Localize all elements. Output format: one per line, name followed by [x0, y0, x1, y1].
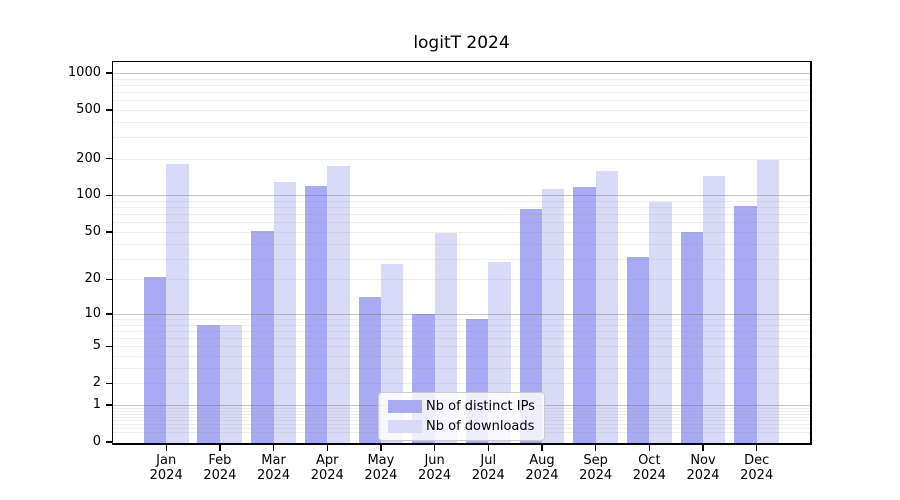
x-tick-mark	[380, 444, 382, 451]
legend-entry-distinct-ips: Nb of distinct IPs	[388, 399, 535, 414]
x-tick-label: Apr 2024	[310, 453, 344, 483]
chart-title: logitT 2024	[413, 33, 510, 53]
x-tick-label: Sep 2024	[579, 453, 613, 483]
bar-distinct-ips	[680, 231, 703, 443]
y-tick-mark	[106, 72, 113, 74]
y-tick-label: 50	[84, 223, 101, 239]
axis-spine-left	[111, 60, 113, 445]
x-tick-mark	[755, 444, 758, 451]
y-tick-mark	[106, 441, 113, 443]
x-tick-label: Mar 2024	[257, 453, 291, 483]
bar-distinct-ips	[251, 230, 274, 443]
y-tick-mark	[106, 194, 113, 197]
bar-downloads	[219, 324, 243, 443]
y-tick-label: 2	[92, 375, 101, 391]
x-tick-mark	[272, 444, 275, 451]
y-tick-mark	[106, 382, 113, 384]
y-tick-label: 500	[76, 101, 101, 117]
x-tick-mark	[594, 444, 597, 451]
bar-downloads	[434, 233, 457, 443]
y-tick-label: 10	[84, 305, 101, 321]
y-tick-label: 20	[84, 271, 101, 287]
bar-distinct-ips	[626, 256, 650, 443]
y-tick-label: 100	[76, 187, 101, 203]
y-tick-label: 200	[76, 150, 101, 166]
legend-swatch-downloads	[388, 420, 422, 433]
y-tick-mark	[106, 278, 113, 281]
y-tick-mark	[106, 231, 113, 233]
bar-downloads	[703, 175, 726, 443]
y-tick-label: 5	[92, 338, 101, 354]
legend-swatch-distinct-ips	[388, 400, 422, 413]
bar-downloads	[166, 164, 189, 443]
legend-label-downloads: Nb of downloads	[426, 419, 535, 434]
x-tick-label: May 2024	[364, 453, 398, 483]
bar-downloads	[327, 165, 350, 443]
y-tick-mark	[106, 313, 113, 315]
bar-distinct-ips	[519, 209, 542, 443]
bar-downloads	[649, 202, 672, 443]
bar-distinct-ips	[143, 276, 167, 443]
bar-downloads	[541, 189, 565, 443]
bar-downloads	[595, 170, 619, 443]
bar-distinct-ips	[197, 324, 220, 443]
bar-distinct-ips	[358, 297, 381, 443]
x-tick-label: Dec 2024	[740, 453, 774, 483]
y-tick-mark	[106, 109, 113, 111]
bar-distinct-ips	[734, 205, 757, 443]
bar-downloads	[273, 181, 296, 443]
x-tick-mark	[219, 444, 221, 451]
y-tick-label: 1	[92, 396, 101, 412]
x-tick-mark	[702, 444, 704, 451]
y-tick-label: 1000	[67, 64, 101, 80]
legend-label-distinct-ips: Nb of distinct IPs	[426, 399, 535, 414]
axis-spine-right	[810, 60, 812, 445]
x-tick-label: Nov 2024	[686, 453, 720, 483]
x-tick-mark	[541, 444, 543, 451]
bar-distinct-ips	[573, 186, 596, 443]
y-tick-mark	[106, 158, 113, 160]
bar-distinct-ips	[304, 185, 328, 443]
x-tick-label: Jun 2024	[418, 453, 452, 483]
x-tick-label: Aug 2024	[525, 453, 559, 483]
x-tick-label: Feb 2024	[203, 453, 237, 483]
x-tick-label: Jan 2024	[149, 453, 183, 483]
x-tick-mark	[165, 444, 167, 451]
x-tick-label: Jul 2024	[471, 453, 505, 483]
x-tick-mark	[487, 444, 489, 451]
bars-layer	[113, 62, 810, 443]
axis-spine-bottom	[111, 443, 812, 445]
axis-spine-top	[111, 60, 812, 62]
bar-downloads	[756, 160, 780, 443]
x-tick-mark	[648, 444, 650, 451]
y-tick-mark	[106, 404, 113, 406]
legend: Nb of distinct IPs Nb of downloads	[378, 392, 545, 441]
x-tick-mark	[433, 444, 436, 451]
legend-entry-downloads: Nb of downloads	[388, 419, 535, 434]
x-tick-label: Oct 2024	[632, 453, 666, 483]
x-tick-mark	[326, 444, 328, 451]
y-tick-mark	[106, 345, 113, 347]
y-tick-label: 0	[92, 434, 101, 449]
